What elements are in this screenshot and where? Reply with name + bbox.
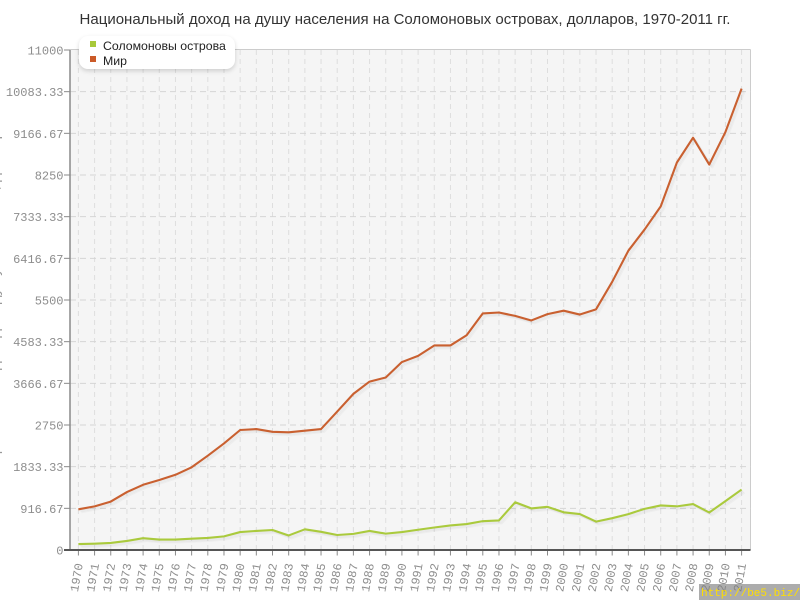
svg-text:1994: 1994 [456, 562, 475, 593]
svg-text:6416.67: 6416.67 [13, 253, 63, 267]
svg-text:1971: 1971 [84, 562, 103, 593]
svg-text:5500: 5500 [35, 295, 64, 309]
svg-text:4583.33: 4583.33 [13, 336, 63, 350]
svg-text:1997: 1997 [505, 562, 524, 593]
svg-text:2000: 2000 [553, 562, 572, 593]
svg-text:1988: 1988 [359, 562, 378, 593]
svg-text:1972: 1972 [100, 562, 119, 593]
svg-text:1833.33: 1833.33 [13, 461, 63, 475]
svg-text:2008: 2008 [683, 562, 702, 593]
svg-text:1981: 1981 [246, 562, 265, 593]
svg-text:2005: 2005 [634, 562, 653, 593]
svg-text:1991: 1991 [408, 562, 427, 593]
svg-text:3666.67: 3666.67 [13, 378, 63, 392]
svg-text:1973: 1973 [117, 562, 136, 593]
svg-text:Национальный доход на душу нас: Национальный доход на душу населения, до… [0, 115, 3, 480]
svg-text:1977: 1977 [181, 562, 200, 593]
svg-text:1995: 1995 [472, 562, 491, 593]
svg-text:1970: 1970 [68, 562, 87, 593]
svg-text:1986: 1986 [327, 562, 346, 593]
svg-text:2004: 2004 [618, 562, 637, 593]
svg-text:2750: 2750 [35, 420, 64, 434]
svg-text:0: 0 [56, 545, 63, 559]
svg-text:2002: 2002 [586, 562, 605, 593]
svg-text:1975: 1975 [149, 562, 168, 593]
svg-text:1992: 1992 [424, 562, 443, 593]
svg-text:1979: 1979 [214, 562, 233, 593]
svg-text:1987: 1987 [343, 562, 362, 593]
svg-text:1996: 1996 [489, 562, 508, 593]
svg-text:1989: 1989 [375, 562, 394, 593]
svg-text:9166.67: 9166.67 [13, 128, 63, 142]
svg-text:2003: 2003 [602, 562, 621, 593]
svg-text:1985: 1985 [311, 562, 330, 593]
svg-text:1993: 1993 [440, 562, 459, 593]
svg-text:10083.33: 10083.33 [6, 86, 64, 100]
svg-text:2001: 2001 [569, 562, 588, 593]
svg-text:2007: 2007 [667, 562, 686, 593]
svg-text:1983: 1983 [278, 562, 297, 593]
svg-text:1974: 1974 [133, 562, 152, 593]
svg-text:916.67: 916.67 [20, 503, 63, 517]
svg-text:8250: 8250 [35, 170, 64, 184]
svg-text:11000: 11000 [27, 45, 63, 59]
svg-text:1998: 1998 [521, 562, 540, 593]
svg-text:1976: 1976 [165, 562, 184, 593]
svg-text:1980: 1980 [230, 562, 249, 593]
svg-text:1982: 1982 [262, 562, 281, 593]
svg-text:2006: 2006 [650, 562, 669, 593]
svg-text:1978: 1978 [197, 562, 216, 593]
svg-text:1984: 1984 [295, 562, 314, 593]
svg-text:7333.33: 7333.33 [13, 211, 63, 225]
svg-text:1990: 1990 [392, 562, 411, 593]
svg-text:1999: 1999 [537, 562, 556, 593]
